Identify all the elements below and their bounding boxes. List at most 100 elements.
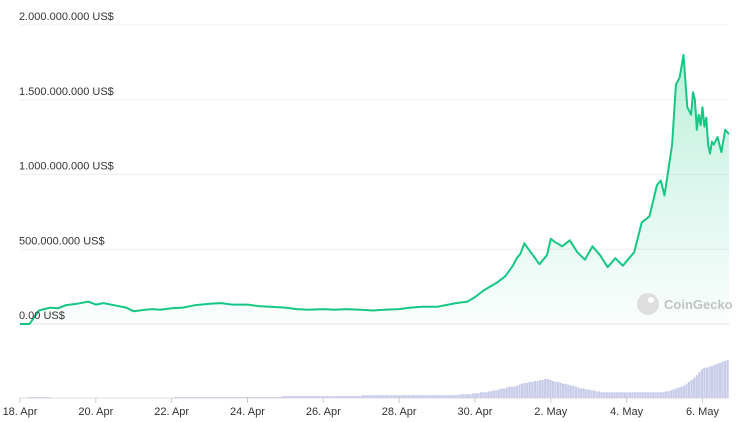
- volume-bar: [703, 367, 706, 398]
- volume-bar: [595, 391, 598, 398]
- volume-bar: [490, 391, 493, 398]
- volume-bar: [335, 396, 339, 398]
- volume-bar: [377, 395, 380, 398]
- volume-bar: [664, 391, 668, 398]
- volume-bar: [240, 397, 244, 398]
- volume-bar: [682, 385, 686, 398]
- volume-bar: [526, 382, 529, 398]
- volume-bar: [37, 397, 41, 398]
- y-axis: 2.000.000.000 US$ 1.500.000.000 US$ 1.000.…: [19, 11, 114, 322]
- volume-bar: [554, 381, 557, 398]
- volume-bar: [174, 397, 177, 398]
- volume-bar: [32, 397, 36, 398]
- volume-bar: [397, 395, 400, 398]
- volume-bar: [282, 396, 285, 398]
- volume-bar: [284, 396, 287, 398]
- volume-bar: [395, 395, 398, 398]
- watermark-text: CoinGecko: [664, 297, 733, 312]
- volume-bar: [179, 397, 182, 398]
- volume-bar: [356, 396, 359, 398]
- volume-bar: [194, 397, 197, 398]
- x-tick-label: 26. Apr: [306, 406, 341, 418]
- volume-bar: [574, 386, 578, 398]
- volume-bar: [258, 397, 262, 398]
- volume-bar: [279, 397, 282, 398]
- volume-bar: [333, 396, 336, 398]
- volume-bar: [698, 372, 701, 398]
- volume-bar: [577, 387, 580, 398]
- volume-bar: [631, 392, 634, 398]
- volume-bar: [353, 396, 357, 398]
- x-tick-label: 20. Apr: [78, 406, 113, 418]
- volume-bar: [366, 395, 370, 398]
- volume-bar: [677, 387, 680, 398]
- volume-bar: [233, 397, 236, 398]
- y-tick-label: 1.000.000.000 US$: [19, 161, 114, 173]
- volume-bar: [287, 396, 290, 398]
- volume-bar: [402, 395, 406, 398]
- volume-bar: [384, 395, 388, 398]
- x-tick-label: 4. May: [610, 406, 644, 418]
- volume-bar: [199, 397, 203, 398]
- volume-bar: [695, 375, 698, 398]
- volume-bar: [323, 396, 326, 398]
- volume-bar: [217, 397, 221, 398]
- volume-bar: [508, 386, 511, 398]
- volume-bar: [536, 380, 539, 398]
- volume-bar: [364, 395, 367, 398]
- volume-bar: [610, 392, 614, 398]
- volume-bar: [204, 397, 208, 398]
- volume-bar: [569, 385, 573, 398]
- volume-bar: [266, 397, 269, 398]
- volume-bar: [523, 382, 526, 398]
- volume-bar: [592, 390, 596, 398]
- volume-bar: [669, 390, 673, 398]
- volume-bar: [330, 396, 334, 398]
- volume-bar: [197, 397, 200, 398]
- volume-bar: [515, 385, 519, 398]
- volume-bar: [271, 397, 275, 398]
- y-tick-label: 0.00 US$: [19, 310, 65, 322]
- gecko-logo-icon: [637, 293, 659, 315]
- volume-bar: [230, 397, 233, 398]
- x-tick-label: 30. Apr: [458, 406, 493, 418]
- volume-bar: [251, 397, 254, 398]
- volume-bar: [294, 396, 298, 398]
- volume-bar: [687, 381, 691, 398]
- volume-bar: [644, 392, 647, 398]
- volume-bar: [500, 388, 503, 398]
- volume-bar: [551, 380, 555, 398]
- volume-bar: [544, 379, 547, 398]
- volume-bar: [603, 392, 606, 398]
- volume-bar: [374, 395, 377, 398]
- volume-bar: [361, 395, 364, 398]
- volume-bar: [448, 395, 452, 398]
- volume-bar: [289, 396, 292, 398]
- volume-bar: [45, 397, 48, 398]
- volume-bar: [708, 366, 711, 398]
- volume-bar: [690, 379, 693, 398]
- volume-bar: [636, 392, 639, 398]
- volume-bar: [474, 393, 477, 398]
- volume-bar: [317, 396, 321, 398]
- volume-bar: [248, 397, 251, 398]
- volume-bar: [675, 388, 678, 398]
- volume-bar: [405, 395, 408, 398]
- volume-bar: [315, 396, 318, 398]
- series-area: [20, 54, 729, 325]
- volume-bar: [302, 396, 305, 398]
- volume-bar: [300, 396, 303, 398]
- volume-bar: [618, 392, 621, 398]
- volume-bar: [343, 396, 346, 398]
- volume-bar: [718, 362, 721, 398]
- volume-bar: [420, 395, 424, 398]
- volume-bar: [407, 395, 411, 398]
- volume-bar: [415, 395, 418, 398]
- volume-bar: [608, 392, 611, 398]
- volume-bar: [646, 392, 650, 398]
- volume-bar: [572, 385, 575, 398]
- volume-bar: [567, 384, 570, 398]
- volume-bar: [400, 395, 403, 398]
- volume-bar: [518, 384, 521, 398]
